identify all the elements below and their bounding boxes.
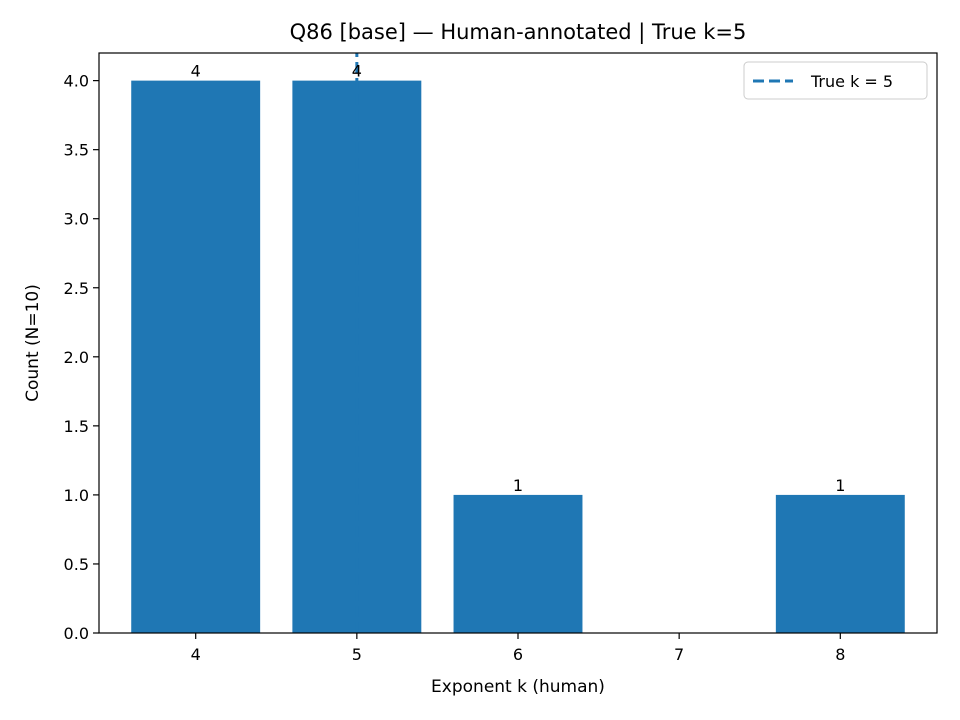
y-tick-label-1.0: 1.0	[64, 486, 89, 505]
x-tick-label-4: 4	[191, 645, 201, 664]
x-tick-label-5: 5	[352, 645, 362, 664]
x-tick-label-7: 7	[674, 645, 684, 664]
bar-4	[131, 80, 261, 634]
bar-value-label-4: 4	[191, 62, 201, 81]
plot-area: 4 4 1 1 4 5 6 7 8 0.0 0.5 1.0 1.5 2.0 2.5 3.0 3.5 4.0	[64, 52, 938, 664]
y-tick-label-3.0: 3.0	[64, 210, 89, 229]
y-tick-label-0.5: 0.5	[64, 555, 89, 574]
legend: True k = 5	[743, 61, 928, 100]
chart-title: Q86 [base] — Human-annotated | True k=5	[290, 20, 747, 45]
y-tick-label-2.5: 2.5	[64, 279, 89, 298]
y-tick-label-0.0: 0.0	[64, 624, 89, 643]
x-tick-label-6: 6	[513, 645, 523, 664]
bar-value-label-6: 1	[513, 476, 523, 495]
x-axis-label: Exponent k (human)	[431, 677, 605, 697]
bar-value-label-8: 1	[835, 476, 845, 495]
y-axis-label: Count (N=10)	[23, 284, 43, 402]
bar-8	[775, 494, 905, 633]
x-tick-label-8: 8	[835, 645, 845, 664]
bar-value-label-5: 4	[352, 62, 362, 81]
y-tick-label-2.0: 2.0	[64, 348, 89, 367]
y-tick-label-3.5: 3.5	[64, 141, 89, 160]
y-tick-label-1.5: 1.5	[64, 417, 89, 436]
legend-entry-label: True k = 5	[810, 72, 893, 91]
bar-6	[453, 494, 583, 633]
y-tick-label-4.0: 4.0	[64, 72, 89, 91]
legend-box	[743, 61, 928, 100]
